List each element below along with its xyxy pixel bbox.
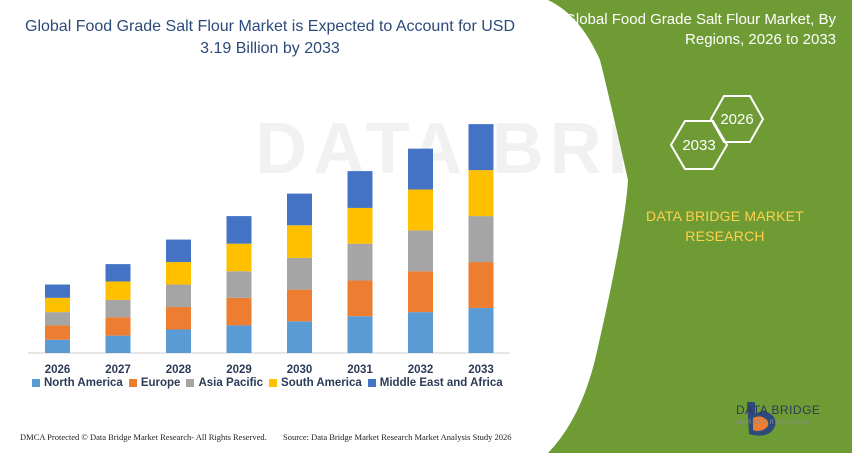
- legend-swatch: [32, 379, 40, 387]
- bar-segment-2027-4: [105, 264, 131, 282]
- hexagon-2026: 2026: [709, 95, 765, 143]
- x-tick-label: 2026: [45, 364, 71, 376]
- bar-segment-2030-3: [287, 225, 312, 258]
- x-tick-labels: 2026 2027 2028 2029 2030 2031 2032 2033: [45, 364, 494, 376]
- bar-segment-2030-4: [287, 193, 312, 226]
- legend-swatch: [186, 379, 195, 387]
- legend-label: Middle East and Africa: [379, 377, 503, 389]
- hexagon-2033: 2033: [669, 120, 729, 170]
- legend-swatch: [269, 379, 278, 387]
- x-tick-label: 2031: [347, 364, 373, 376]
- legend-swatch: [367, 379, 376, 387]
- brand-text: DATA BRIDGE MARKET RESEARCH: [646, 208, 804, 244]
- bar-segment-2027-2: [105, 299, 131, 318]
- x-tick-label: 2027: [105, 364, 131, 376]
- bar-segment-2026-0: [45, 339, 70, 353]
- legend-item: Europe: [128, 377, 181, 389]
- bar-segment-2029-2: [226, 271, 252, 298]
- logo-icon: [747, 402, 776, 436]
- bar-segment-2031-1: [347, 280, 373, 317]
- bar-segment-2028-2: [166, 284, 191, 308]
- bar-segment-2027-1: [105, 317, 131, 336]
- bar-segment-2028-1: [166, 307, 191, 330]
- bar-segment-2031-3: [347, 207, 373, 244]
- bar-segment-2027-3: [105, 281, 131, 300]
- bar-segment-2031-2: [347, 243, 373, 281]
- x-tick-label: 2032: [408, 364, 434, 376]
- logo-tagline: MARKET RESEARCH: [736, 420, 811, 426]
- x-tick-label: 2029: [226, 364, 252, 376]
- legend-label: Asia Pacific: [198, 377, 264, 389]
- legend-swatch: [128, 379, 137, 387]
- bar-segment-2026-1: [45, 325, 70, 340]
- bar-segment-2032-0: [408, 312, 433, 353]
- bar-segment-2029-4: [226, 216, 252, 244]
- bar-segment-2028-0: [166, 329, 191, 353]
- legend-item: Asia Pacific: [186, 377, 263, 389]
- x-tick-label: 2028: [166, 364, 192, 376]
- bar-segment-2030-1: [287, 289, 312, 322]
- x-tick-label: 2033: [468, 364, 494, 376]
- bar-segment-2032-4: [408, 148, 433, 190]
- bar-segment-2028-4: [166, 239, 191, 263]
- bar-segment-2033-4: [468, 124, 494, 171]
- footer-source: Source: Data Bridge Market Research Mark…: [283, 432, 512, 442]
- bar-segment-2026-4: [45, 284, 70, 298]
- bar-segment-2033-2: [468, 216, 494, 263]
- legend-item: South America: [269, 377, 362, 389]
- bar-segment-2029-3: [226, 243, 252, 272]
- legend-label: North America: [44, 377, 123, 389]
- legend-label: Europe: [140, 377, 181, 389]
- legend-item: North America: [32, 377, 123, 389]
- footer-copyright: DMCA Protected © Data Bridge Market Rese…: [20, 432, 267, 442]
- legend-label: South America: [281, 377, 362, 389]
- bar-segment-2032-2: [408, 230, 433, 272]
- bar-segment-2033-3: [468, 170, 494, 217]
- bar-segment-2031-4: [347, 171, 373, 208]
- bar-segment-2026-3: [45, 297, 70, 313]
- panel-title: Global Food Grade Salt Flour Market, By …: [564, 11, 836, 48]
- bar-segment-2026-2: [45, 312, 70, 326]
- bar-segment-2033-1: [468, 262, 494, 309]
- bar-segment-2031-0: [347, 316, 373, 353]
- logo-name: DATA BRIDGE: [736, 403, 821, 417]
- bar-segment-2032-1: [408, 271, 433, 313]
- bar-segment-2030-2: [287, 257, 312, 290]
- bar-segment-2027-0: [105, 335, 131, 353]
- hex-label-2026: 2026: [720, 111, 753, 128]
- x-tick-label: 2030: [287, 364, 313, 376]
- bars-group: [45, 124, 494, 353]
- bar-segment-2032-3: [408, 189, 433, 231]
- chart-title: Global Food Grade Salt Flour Market is E…: [25, 18, 515, 57]
- bar-segment-2029-1: [226, 297, 252, 326]
- hex-label-2033: 2033: [682, 137, 715, 154]
- bar-segment-2033-0: [468, 308, 494, 353]
- bar-segment-2028-3: [166, 262, 191, 285]
- legend: North America Europe Asia Pacific South Ame…: [32, 374, 532, 392]
- bar-segment-2030-0: [287, 321, 312, 353]
- bar-segment-2029-0: [226, 325, 252, 353]
- legend-item: Middle East and Africa: [367, 377, 503, 389]
